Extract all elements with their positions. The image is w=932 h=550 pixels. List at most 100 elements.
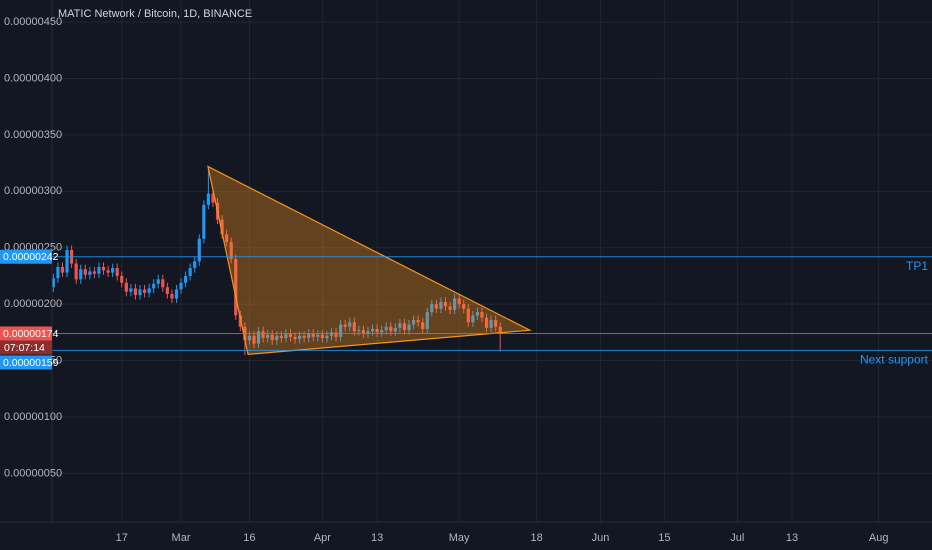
candle-body	[398, 323, 402, 328]
candle-body	[439, 301, 443, 309]
candle-body	[51, 278, 55, 288]
candle-body	[297, 335, 302, 340]
candle-body	[142, 289, 147, 293]
candle-body	[197, 238, 201, 262]
level-price-box	[0, 355, 52, 370]
candle-body	[106, 270, 110, 273]
x-tick-label: Jun	[592, 532, 610, 544]
candle-body	[115, 268, 119, 276]
candle-body	[316, 334, 320, 337]
candle-body	[402, 323, 407, 331]
candle-body	[366, 331, 370, 334]
candle-body	[348, 322, 352, 327]
y-tick-label: 0.00000050	[4, 467, 62, 479]
candle-body	[475, 312, 480, 316]
candle-body	[174, 289, 179, 299]
candle-body	[252, 335, 256, 344]
candle-body	[288, 333, 293, 337]
candle-body	[229, 242, 233, 260]
y-tick-label: 0.00000300	[4, 185, 62, 197]
candle-body	[111, 268, 115, 273]
candle-body	[247, 335, 252, 341]
candle-body	[266, 334, 270, 338]
candle-body	[471, 315, 475, 323]
x-tick-label: 13	[786, 532, 798, 544]
candle-body	[83, 269, 87, 275]
candle-body	[261, 331, 265, 338]
candle-body	[256, 331, 261, 344]
x-tick-label: May	[449, 532, 470, 544]
candle-body	[462, 304, 466, 309]
candle-body	[389, 326, 393, 332]
candle-body	[161, 279, 165, 288]
candle-body	[74, 263, 78, 280]
candle-body	[220, 219, 224, 235]
candle-body	[179, 282, 183, 290]
y-tick-label: 0.00000200	[4, 298, 62, 310]
candle-body	[202, 204, 206, 239]
x-tick-label: Mar	[172, 532, 191, 544]
candle-body	[293, 336, 297, 340]
candle-body	[494, 319, 498, 327]
candle-body	[279, 335, 283, 338]
candle-body	[147, 288, 151, 293]
candle-body	[211, 193, 215, 203]
overlays: TP1 Next support	[52, 165, 932, 367]
candle-body	[284, 333, 288, 338]
candle-body	[97, 266, 101, 274]
x-tick-label: Apr	[314, 532, 331, 544]
candle-body	[311, 333, 315, 337]
x-tick-label: 17	[116, 532, 128, 544]
candle-body	[329, 332, 334, 336]
candle-body	[448, 306, 452, 310]
candle-body	[498, 326, 502, 334]
candle-body	[339, 324, 343, 337]
candle-body	[352, 322, 356, 332]
candle-body	[56, 266, 60, 279]
candle-body	[165, 287, 169, 294]
level-price-box	[0, 326, 52, 341]
level-price-label: 0.00000242	[3, 251, 59, 263]
candle-body	[101, 266, 106, 271]
candle-body	[334, 332, 338, 337]
candle-body	[384, 326, 388, 331]
x-tick-label: Jul	[730, 532, 744, 544]
candle-body	[357, 330, 361, 332]
candle-body	[421, 322, 425, 329]
candle-body	[92, 271, 97, 274]
candle-body	[416, 319, 420, 323]
candle-body	[375, 328, 379, 333]
candle-body	[170, 293, 174, 299]
candle-body	[484, 317, 489, 328]
candle-body	[60, 266, 65, 273]
x-tick-label: 13	[371, 532, 383, 544]
candle-body	[188, 268, 192, 276]
level-price-label: 0.00000174	[3, 328, 59, 340]
candle-body	[156, 279, 160, 284]
candle-body	[234, 259, 238, 316]
candle-body	[133, 288, 138, 296]
axes: 0.000000500.000001000.000001500.00000200…	[0, 16, 888, 544]
candle-body	[88, 271, 92, 275]
candle-body	[79, 269, 83, 280]
candle-body	[453, 298, 457, 310]
countdown-label: 07:07:14	[4, 342, 45, 354]
candle-body	[307, 333, 311, 338]
triangle-pattern	[207, 165, 532, 355]
level-text: Next support	[860, 353, 929, 367]
time-axis-panel	[0, 522, 932, 550]
candle-body	[275, 335, 279, 341]
candle-body	[238, 315, 242, 327]
candle-body	[434, 304, 438, 309]
candle-body	[370, 328, 375, 332]
candle-body	[393, 327, 397, 332]
candle-body	[325, 335, 329, 338]
candle-body	[65, 250, 69, 273]
candle-body	[206, 193, 210, 205]
candle-body	[430, 304, 434, 313]
y-tick-label: 0.00000400	[4, 72, 62, 84]
countdown-box	[0, 340, 52, 355]
candle-body	[320, 334, 324, 338]
candle-body	[425, 312, 429, 329]
